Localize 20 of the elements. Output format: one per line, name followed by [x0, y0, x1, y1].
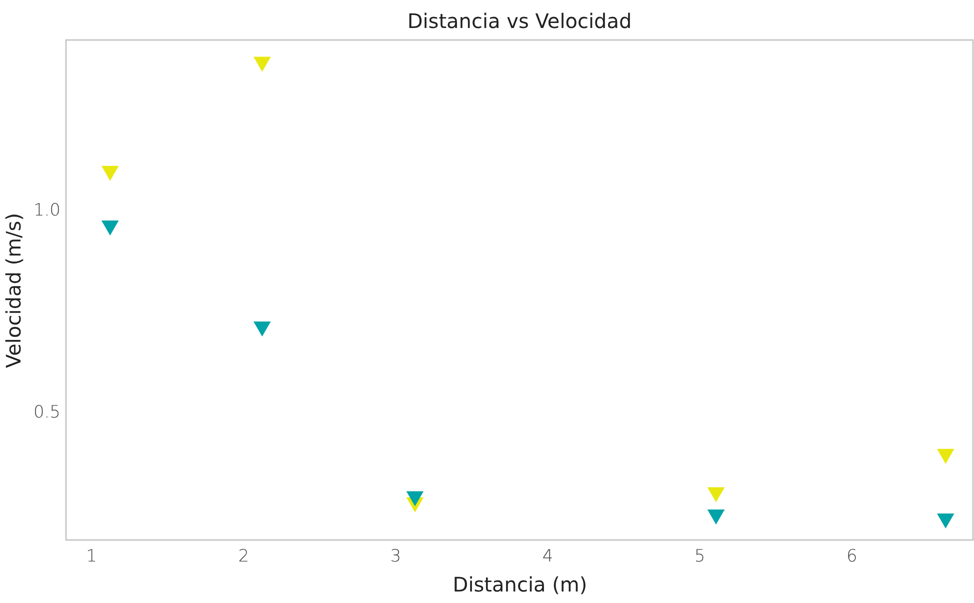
x-tick-label: 6 [846, 546, 858, 566]
y-tick-label: 0.5 [33, 402, 60, 422]
point [253, 56, 271, 72]
point [101, 220, 119, 236]
point [936, 514, 954, 528]
point [707, 487, 725, 502]
x-tick-label: 1 [86, 546, 98, 566]
point [406, 491, 424, 506]
x-tick-label: 3 [390, 546, 402, 566]
point [707, 509, 725, 524]
x-axis-title: Distancia (m) [452, 572, 588, 596]
point [101, 166, 119, 181]
chart-title: Distancia vs Velocidad [407, 9, 632, 33]
x-tick-label: 4 [542, 546, 554, 566]
x-tick-label: 5 [694, 546, 706, 566]
point [936, 448, 954, 464]
y-axis-title: Velocidad (m/s) [2, 212, 26, 368]
point [253, 322, 271, 337]
x-tick-label: 2 [238, 546, 250, 566]
y-tick-label: 1.0 [33, 200, 60, 220]
